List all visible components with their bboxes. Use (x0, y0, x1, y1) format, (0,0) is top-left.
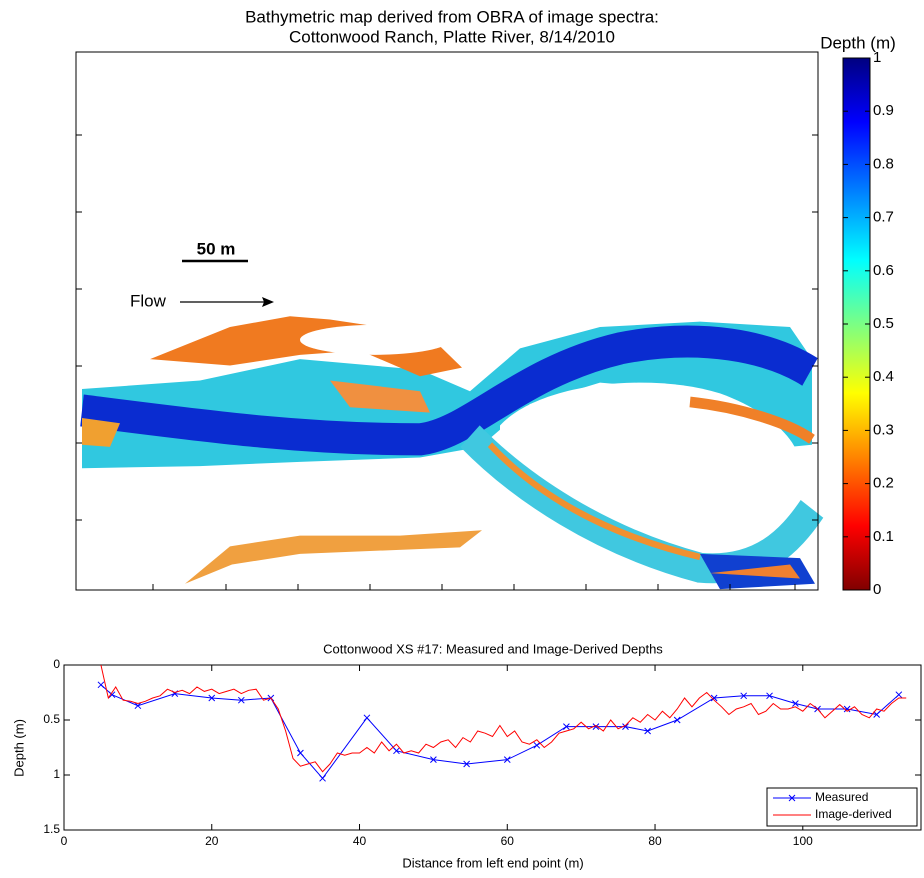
marker (297, 749, 304, 757)
marker (108, 691, 116, 699)
marker (533, 741, 541, 749)
colorbar-tick-label: 0.2 (873, 475, 894, 492)
flow-label: Flow (130, 291, 167, 310)
marker (393, 747, 400, 755)
marker (363, 714, 371, 722)
colorbar-tick-label: 0.7 (873, 209, 894, 226)
marker (503, 756, 511, 763)
marker (766, 692, 773, 700)
marker (843, 705, 851, 713)
marker (873, 711, 881, 718)
x-tick-label: 40 (353, 834, 367, 848)
x-tick-label: 80 (648, 834, 662, 848)
map-axes (75, 51, 819, 591)
colorbar-label: Depth (m) (820, 33, 896, 52)
marker (97, 681, 105, 689)
marker (430, 756, 437, 763)
colorbar-tick-label: 0.3 (873, 421, 894, 438)
marker (710, 694, 718, 702)
x-tick-label: 100 (793, 834, 813, 848)
marker (563, 723, 570, 730)
y-tick-label: 1.5 (43, 822, 60, 836)
series-line (100, 665, 907, 773)
map-image (80, 316, 824, 590)
y-tick-label: 1 (53, 767, 60, 781)
legend-marker (788, 794, 796, 802)
colorbar-tick-label: 1 (873, 49, 881, 66)
chart-title: Cottonwood XS #17: Measured and Image-De… (323, 641, 663, 656)
x-tick-label: 20 (205, 834, 219, 848)
marker (134, 702, 142, 710)
marker (208, 694, 216, 702)
marker (740, 692, 748, 700)
marker (644, 727, 652, 735)
y-axis-label: Depth (m) (11, 719, 26, 777)
y-tick-label: 0 (53, 657, 60, 671)
legend-box (766, 787, 918, 827)
plot-axes (63, 664, 922, 831)
scale-label: 50 m (197, 239, 236, 258)
legend-label: Measured (815, 790, 868, 804)
x-tick-label: 0 (61, 834, 68, 848)
marker (622, 723, 629, 730)
marker (792, 700, 799, 707)
colorbar-ticks: 0 0.1 0.2 0.3 0.4 0.5 0.6 0.7 0.8 0.9 1 (843, 49, 894, 598)
colorbar-tick-label: 0.4 (873, 368, 894, 385)
map-ticks (76, 134, 818, 590)
marker (895, 691, 903, 699)
series-line (100, 684, 900, 780)
map-title: Bathymetric map derived from OBRA of ima… (245, 7, 659, 26)
x-axis-label: Distance from left end point (m) (402, 855, 583, 870)
marker (237, 696, 245, 704)
colorbar-tick-label: 0.1 (873, 528, 894, 545)
flow-arrowhead (262, 297, 274, 307)
marker (463, 760, 470, 768)
colorbar-tick-label: 0.8 (873, 155, 894, 172)
colorbar-tick-label: 0.6 (873, 262, 894, 279)
y-tick-label: 0.5 (43, 712, 60, 726)
legend-label: Image-derived (815, 807, 892, 821)
colorbar-tick-label: 0.9 (873, 102, 894, 119)
marker (673, 716, 681, 724)
map-title: Cottonwood Ranch, Platte River, 8/14/201… (289, 27, 615, 46)
colorbar-tick-label: 0 (873, 581, 881, 598)
colorbar-tick-label: 0.5 (873, 315, 894, 332)
marker (592, 723, 600, 730)
plot: 0 20 40 60 80 100 0 0.5 1 1.5 Measured Image-derive… (43, 657, 921, 848)
x-tick-label: 60 (501, 834, 515, 848)
marker (319, 774, 326, 782)
